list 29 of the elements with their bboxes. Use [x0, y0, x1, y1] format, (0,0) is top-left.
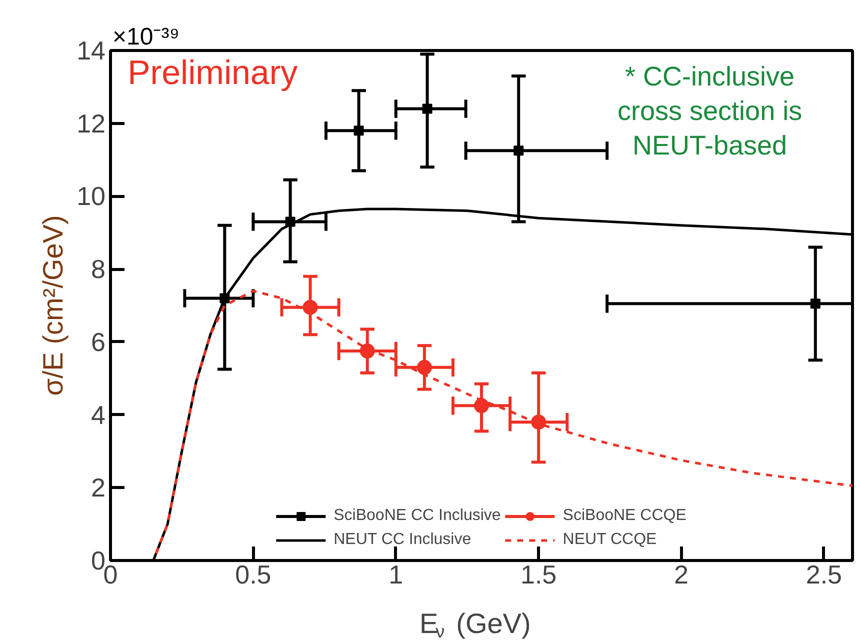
y-tick-label: 4: [91, 400, 106, 430]
y-tick-label: 2: [91, 472, 106, 503]
x-tick-label: 2.5: [806, 560, 842, 590]
point: [422, 104, 432, 114]
x-tick-label: 1.5: [520, 560, 557, 590]
x-tick-label: 2: [674, 560, 689, 590]
legend-label: SciBooNE CC Inclusive: [334, 507, 501, 525]
y-tick-label: 14: [76, 36, 106, 66]
y-tick-label: 10: [76, 181, 106, 212]
point: [360, 344, 375, 359]
point: [416, 360, 432, 375]
y-tick-label: 8: [91, 254, 106, 284]
point: [354, 126, 364, 136]
point: [302, 300, 318, 315]
legend-label: NEUT CC Inclusive: [334, 531, 472, 549]
y-tick-label: 12: [76, 108, 106, 138]
annotation: Preliminary: [128, 54, 298, 92]
point: [810, 298, 820, 309]
point: [531, 414, 546, 430]
x-tick-label: 1: [388, 560, 404, 590]
legend-label: SciBooNE CCQE: [562, 507, 686, 525]
legend-label: NEUT CCQE: [562, 531, 657, 549]
annotation: * CC-inclusive cross section is NEUT-based: [618, 61, 802, 160]
y-tick-label: 6: [91, 326, 106, 357]
point: [474, 398, 489, 414]
text: ×10⁻³⁹: [112, 24, 180, 50]
point: [514, 146, 524, 156]
x-tick-label: 0.5: [235, 560, 272, 590]
y-axis-title: σ/E (cm²/GeV): [38, 215, 69, 396]
